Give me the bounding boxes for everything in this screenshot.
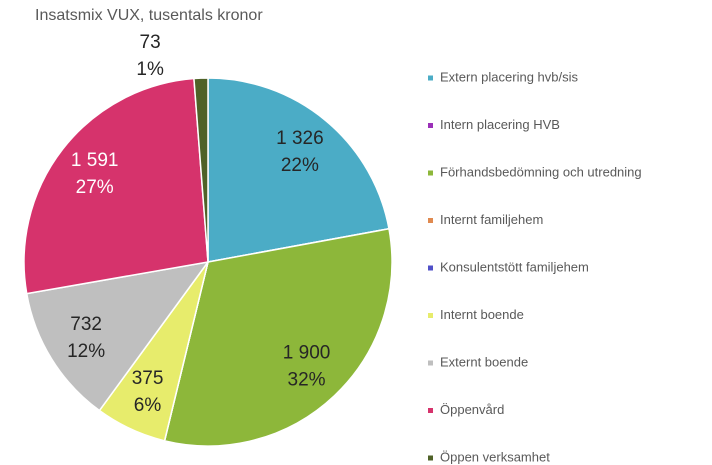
data-label: 1 591 — [71, 150, 119, 171]
percent-label: 6% — [134, 395, 162, 416]
data-label: 1 900 — [283, 342, 331, 363]
legend-marker — [428, 123, 433, 128]
legend-label: Externt boende — [440, 354, 528, 369]
chart-title: Insatsmix VUX, tusentals kronor — [35, 7, 263, 24]
legend-label: Förhandsbedömning och utredning — [440, 164, 642, 179]
legend-marker — [428, 455, 433, 461]
legend-marker — [428, 360, 433, 366]
legend-marker — [428, 313, 433, 318]
legend-label: Öppenvård — [440, 402, 504, 417]
percent-label: 32% — [288, 369, 326, 390]
legend-marker — [428, 170, 433, 176]
legend-marker — [428, 218, 433, 223]
percent-label: 27% — [76, 177, 114, 198]
pie-slice — [193, 77, 209, 263]
percent-label: 22% — [281, 155, 319, 176]
data-label: 73 — [140, 32, 161, 53]
pie-slice — [207, 77, 390, 263]
data-label: 375 — [132, 368, 164, 389]
legend-label: Konsulentstött familjehem — [440, 259, 589, 274]
percent-label: 1% — [136, 59, 164, 80]
percent-label: 12% — [67, 341, 105, 362]
legend-marker — [428, 408, 433, 413]
pie-slice — [163, 227, 393, 447]
legend-marker — [428, 265, 433, 271]
legend-label: Öppen verksamhet — [440, 449, 550, 464]
legend-label: Internt boende — [440, 307, 524, 322]
legend-label: Internt familjehem — [440, 212, 543, 227]
data-label: 732 — [70, 314, 102, 335]
pie-slice — [23, 77, 209, 295]
legend-label: Intern placering HVB — [440, 117, 560, 132]
legend-label: Extern placering hvb/sis — [440, 69, 579, 84]
legend-marker — [428, 75, 433, 81]
data-label: 1 326 — [276, 128, 324, 149]
pie-slice — [25, 260, 210, 412]
